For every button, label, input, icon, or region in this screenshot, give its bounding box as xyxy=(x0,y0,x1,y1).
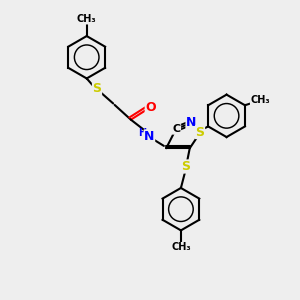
Text: N: N xyxy=(186,116,196,129)
Text: S: S xyxy=(196,125,205,139)
Text: S: S xyxy=(181,160,190,173)
Text: CH₃: CH₃ xyxy=(77,14,97,24)
Text: C: C xyxy=(172,124,181,134)
Text: S: S xyxy=(92,82,101,95)
Text: O: O xyxy=(145,100,156,113)
Text: N: N xyxy=(144,130,154,143)
Text: H: H xyxy=(138,128,146,138)
Text: CH₃: CH₃ xyxy=(250,95,270,105)
Text: CH₃: CH₃ xyxy=(171,242,191,253)
